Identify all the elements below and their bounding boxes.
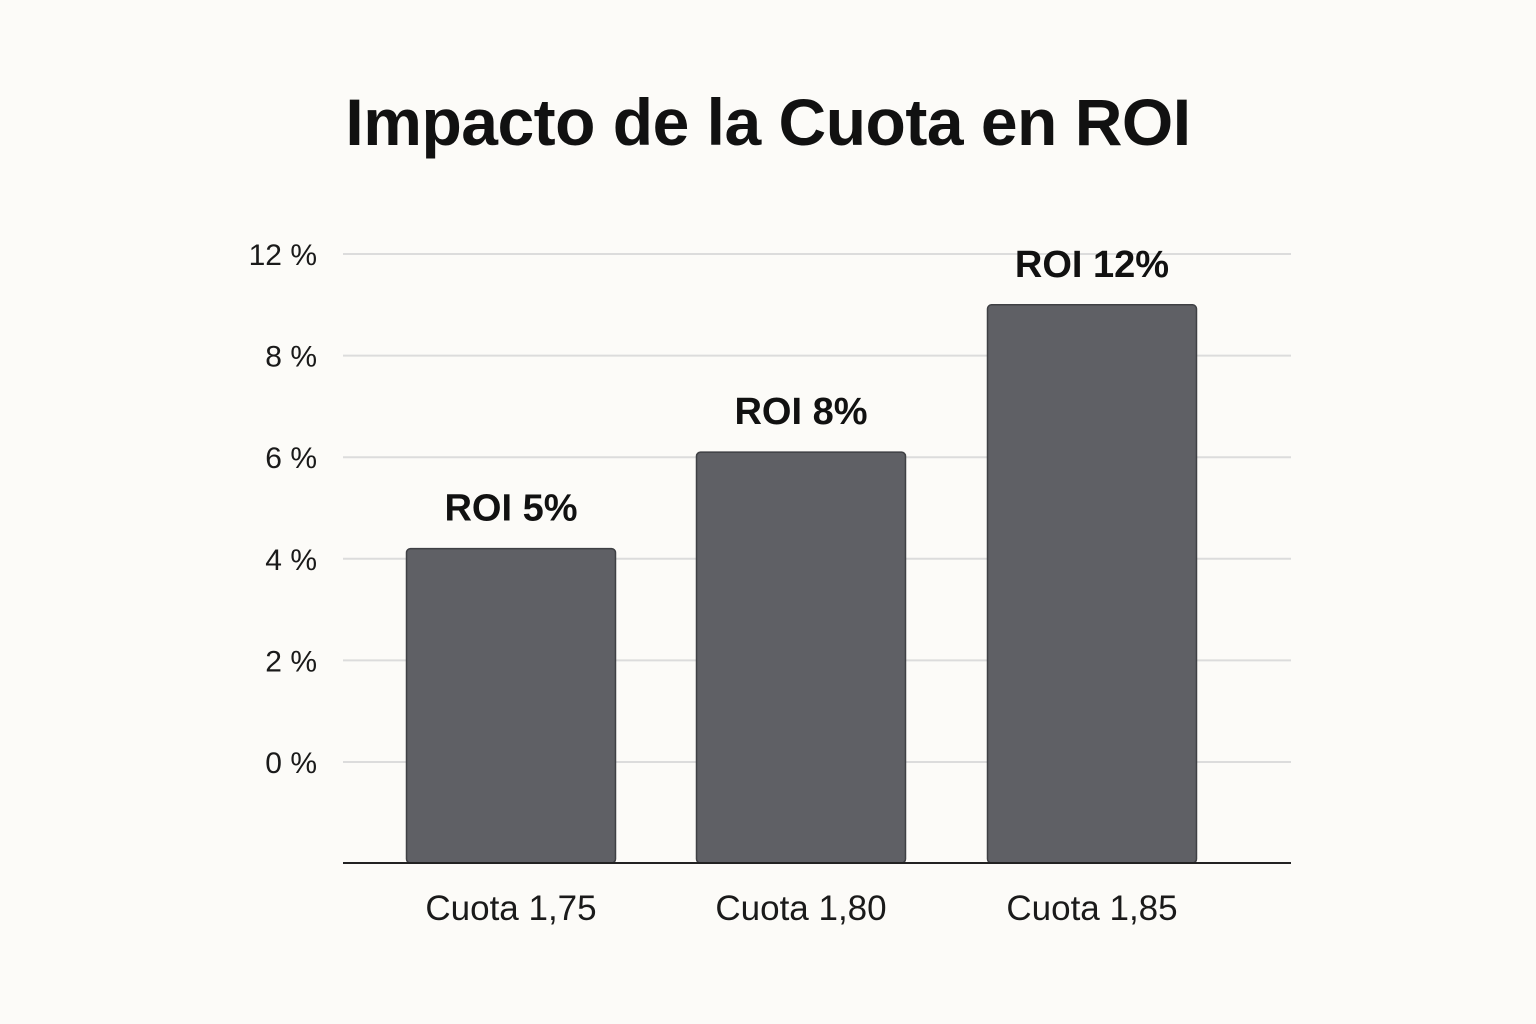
y-tick-label: 0 % xyxy=(265,747,317,780)
y-tick-label: 12 % xyxy=(249,239,317,272)
bar xyxy=(695,451,907,864)
x-tick-label: Cuota 1,75 xyxy=(425,889,596,928)
data-label: ROI 12% xyxy=(1015,244,1169,286)
bar xyxy=(405,547,617,864)
y-tick-label: 6 % xyxy=(265,442,317,475)
data-label: ROI 8% xyxy=(734,391,867,433)
x-tick-label: Cuota 1,80 xyxy=(715,889,886,928)
y-tick-label: 2 % xyxy=(265,645,317,678)
chart-title: Impacto de la Cuota en ROI xyxy=(345,85,1191,159)
y-tick-label: 8 % xyxy=(265,341,317,374)
x-tick-label: Cuota 1,85 xyxy=(1006,889,1177,928)
y-tick-label: 4 % xyxy=(265,544,317,577)
bar xyxy=(986,304,1198,864)
data-label: ROI 5% xyxy=(444,488,577,530)
